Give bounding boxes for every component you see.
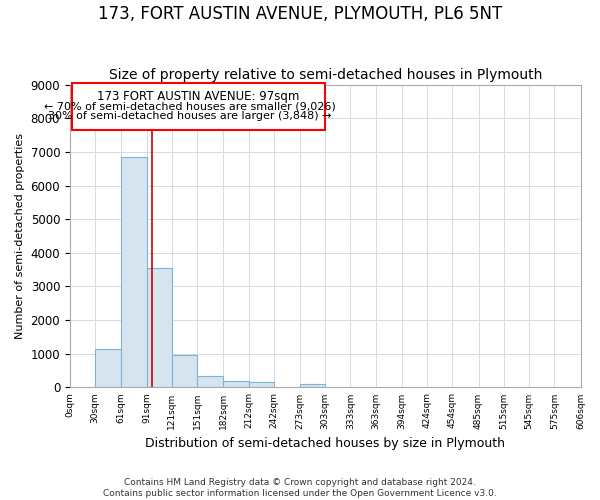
Text: 173 FORT AUSTIN AVENUE: 97sqm: 173 FORT AUSTIN AVENUE: 97sqm bbox=[97, 90, 299, 102]
Bar bbox=[197, 376, 223, 388]
Bar bbox=[95, 348, 121, 388]
Text: Contains HM Land Registry data © Crown copyright and database right 2024.
Contai: Contains HM Land Registry data © Crown c… bbox=[103, 478, 497, 498]
Title: Size of property relative to semi-detached houses in Plymouth: Size of property relative to semi-detach… bbox=[109, 68, 542, 82]
Bar bbox=[146, 268, 172, 388]
Bar bbox=[223, 380, 248, 388]
X-axis label: Distribution of semi-detached houses by size in Plymouth: Distribution of semi-detached houses by … bbox=[145, 437, 505, 450]
Text: 30% of semi-detached houses are larger (3,848) →: 30% of semi-detached houses are larger (… bbox=[48, 112, 332, 122]
Text: ← 70% of semi-detached houses are smaller (9,026): ← 70% of semi-detached houses are smalle… bbox=[44, 102, 336, 112]
FancyBboxPatch shape bbox=[71, 83, 325, 130]
Text: 173, FORT AUSTIN AVENUE, PLYMOUTH, PL6 5NT: 173, FORT AUSTIN AVENUE, PLYMOUTH, PL6 5… bbox=[98, 5, 502, 23]
Bar bbox=[172, 355, 197, 388]
Y-axis label: Number of semi-detached properties: Number of semi-detached properties bbox=[15, 133, 25, 339]
Bar bbox=[248, 382, 274, 388]
Bar bbox=[121, 157, 146, 388]
Bar bbox=[300, 384, 325, 388]
